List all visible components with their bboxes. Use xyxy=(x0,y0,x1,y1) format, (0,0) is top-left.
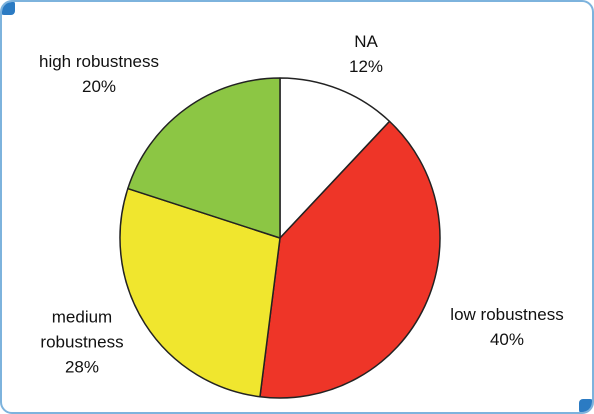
slice-label-medium-robustness: medium robustness 28% xyxy=(40,305,123,380)
slice-label-line: 40% xyxy=(489,330,525,349)
pie-slice-low-robustness xyxy=(259,120,441,399)
pie-slice-medium-robustness xyxy=(119,187,281,398)
slice-label-high-robustness: high robustness 20% xyxy=(39,49,159,99)
pie-slice-high-robustness xyxy=(127,77,281,239)
slice-label-line: low robustness xyxy=(450,305,564,324)
corner-accent-bottom-right xyxy=(579,399,592,412)
slice-label-line: 12% xyxy=(348,57,384,76)
corner-accent-top-left xyxy=(2,2,15,15)
slice-label-line: NA xyxy=(354,32,378,51)
slice-label-line: high robustness xyxy=(38,52,160,71)
slice-label-line: medium xyxy=(51,307,113,327)
slice-label-line: 20% xyxy=(81,77,117,96)
slice-label-na: NA 12% xyxy=(349,29,383,79)
pie-slice-na xyxy=(279,77,391,239)
slice-label-line: robustness xyxy=(40,332,124,352)
slice-label-low-robustness: low robustness 40% xyxy=(450,302,563,352)
slice-label-line: 28% xyxy=(64,357,100,377)
